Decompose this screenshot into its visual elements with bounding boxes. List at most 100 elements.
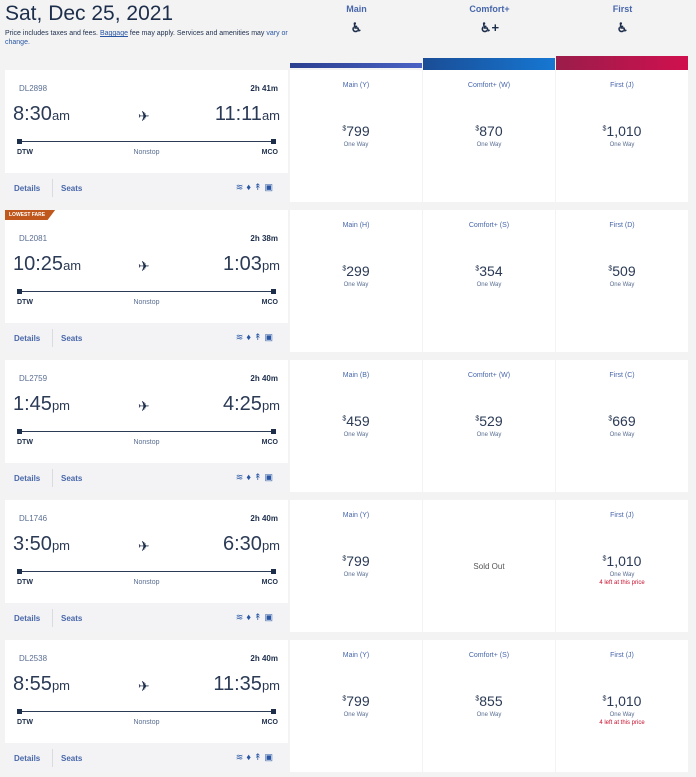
route-line: [17, 289, 276, 294]
fare-cell-comfort[interactable]: Comfort+ (S) $855 One Way: [423, 640, 555, 772]
fare-cell-first[interactable]: First (D) $509 One Way: [556, 210, 688, 352]
route-line: [17, 709, 276, 714]
fare-price: $799: [290, 553, 422, 569]
fare-cell-main[interactable]: Main (Y) $799 One Way: [290, 70, 422, 202]
price-value: 1,010: [606, 553, 642, 569]
flight-number[interactable]: DL2538: [19, 654, 48, 663]
fare-cell-main[interactable]: Main (Y) $799 One Way: [290, 500, 422, 632]
cabin-label: First: [612, 4, 633, 14]
usb-icon: ↟: [253, 472, 265, 482]
usb-icon: ↟: [253, 182, 265, 192]
power-icon: ♦: [246, 332, 254, 342]
departure-time: 10:25am: [13, 253, 81, 276]
seats-link[interactable]: Seats: [61, 334, 83, 343]
fare-class: First (D): [609, 222, 635, 229]
fare-cell-first[interactable]: First (J) $1,010 One Way 4 left at this …: [556, 500, 688, 632]
fare-cell-first[interactable]: First (C) $669 One Way: [556, 360, 688, 492]
stops: Nonstop: [133, 439, 160, 446]
fare-price: $669: [556, 413, 688, 429]
origin-airport: DTW: [17, 299, 33, 306]
fare-cell-comfort[interactable]: Comfort+ (W) $870 One Way: [423, 70, 555, 202]
sold-out: Sold Out: [473, 562, 505, 571]
fare-price: $799: [290, 693, 422, 709]
arrival-time: 6:30pm: [223, 533, 280, 556]
dep-time: 8:55: [13, 673, 52, 695]
airplane-icon: ✈: [138, 108, 150, 124]
airplane-icon: ✈: [138, 538, 150, 554]
amenities[interactable]: ≋♦↟▣: [236, 752, 276, 763]
vary-link[interactable]: vary or change.: [5, 30, 288, 46]
price-value: 870: [479, 123, 503, 139]
fare-class: Main (Y): [342, 652, 370, 659]
flight-card: LOWEST FARE DL2081 2h 38m 10:25am ✈ 1:03…: [5, 210, 288, 352]
baggage-link[interactable]: Baggage: [99, 30, 128, 37]
seat-plus-icon: ♿︎+: [479, 20, 500, 35]
fare-class: Comfort+ (S): [468, 222, 510, 229]
destination-airport: MCO: [261, 719, 278, 726]
currency: $: [602, 695, 607, 703]
origin-airport: DTW: [17, 719, 33, 726]
first-color-bar: [556, 56, 688, 70]
destination-airport: MCO: [261, 299, 278, 306]
amenities[interactable]: ≋♦↟▣: [236, 472, 276, 483]
price-value: 509: [612, 263, 636, 279]
seats-link[interactable]: Seats: [61, 614, 83, 623]
airplane-icon: ✈: [138, 678, 150, 694]
amenities[interactable]: ≋♦↟▣: [236, 332, 276, 343]
arr-time: 11:11: [214, 103, 262, 125]
amenities[interactable]: ≋♦↟▣: [236, 612, 276, 623]
flight-number[interactable]: DL2759: [19, 374, 48, 383]
one-way: One Way: [343, 282, 369, 288]
route-line: [17, 569, 276, 574]
currency: $: [602, 125, 607, 133]
arr-ampm: pm: [261, 398, 280, 413]
destination-airport: MCO: [261, 579, 278, 586]
fare-cell-first[interactable]: First (J) $1,010 One Way: [556, 70, 688, 202]
duration: 2h 41m: [250, 84, 278, 93]
fare-cell-comfort[interactable]: Comfort+ (S) $354 One Way: [423, 210, 555, 352]
comfort-color-bar: [423, 58, 555, 70]
fare-cell-first[interactable]: First (J) $1,010 One Way 4 left at this …: [556, 640, 688, 772]
arrival-time: 1:03pm: [223, 253, 280, 276]
details-link[interactable]: Details: [14, 754, 41, 763]
flight-number[interactable]: DL1746: [19, 514, 48, 523]
fare-cell-main[interactable]: Main (H) $299 One Way: [290, 210, 422, 352]
arr-time: 4:25: [223, 393, 262, 415]
destination-airport: MCO: [261, 149, 278, 156]
arr-time: 1:03: [223, 253, 262, 275]
flight-number[interactable]: DL2898: [19, 84, 48, 93]
lowest-fare-badge: LOWEST FARE: [5, 210, 56, 220]
arr-ampm: pm: [261, 258, 280, 273]
stops: Nonstop: [133, 149, 160, 156]
fare-cell-main[interactable]: Main (B) $459 One Way: [290, 360, 422, 492]
duration: 2h 40m: [250, 374, 278, 383]
amenities[interactable]: ≋♦↟▣: [236, 182, 276, 193]
fare-cell-main[interactable]: Main (Y) $799 One Way: [290, 640, 422, 772]
fare-cell-comfort[interactable]: Sold Out: [423, 500, 555, 632]
dep-ampm: pm: [51, 538, 70, 553]
flight-card: DL2538 2h 40m 8:55pm ✈ 11:35pm DTW Nonst…: [5, 640, 288, 772]
power-icon: ♦: [246, 752, 254, 762]
dep-time: 3:50: [13, 533, 52, 555]
details-link[interactable]: Details: [14, 614, 41, 623]
details-link[interactable]: Details: [14, 474, 41, 483]
flight-number[interactable]: DL2081: [19, 234, 48, 243]
seats-link[interactable]: Seats: [61, 184, 83, 193]
page-title: Sat, Dec 25, 2021: [5, 2, 174, 25]
seats-link[interactable]: Seats: [61, 474, 83, 483]
flight-row: DL2898 2h 41m 8:30am ✈ 11:11am DTW Nonst…: [5, 70, 688, 202]
fare-cell-comfort[interactable]: Comfort+ (W) $529 One Way: [423, 360, 555, 492]
flight-footer: Details Seats ≋♦↟▣: [5, 602, 288, 632]
screen-icon: ▣: [264, 612, 276, 622]
details-link[interactable]: Details: [14, 334, 41, 343]
destination-airport: MCO: [261, 439, 278, 446]
dep-ampm: am: [51, 108, 70, 123]
screen-icon: ▣: [264, 472, 276, 482]
seats-link[interactable]: Seats: [61, 754, 83, 763]
departure-time: 1:45pm: [13, 393, 70, 416]
fare-class: First (J): [610, 82, 634, 89]
details-link[interactable]: Details: [14, 184, 41, 193]
fare-price: $299: [290, 263, 422, 279]
fare-class: First (J): [610, 512, 634, 519]
note-text-2: fee may apply. Services and amenities ma…: [127, 30, 267, 37]
